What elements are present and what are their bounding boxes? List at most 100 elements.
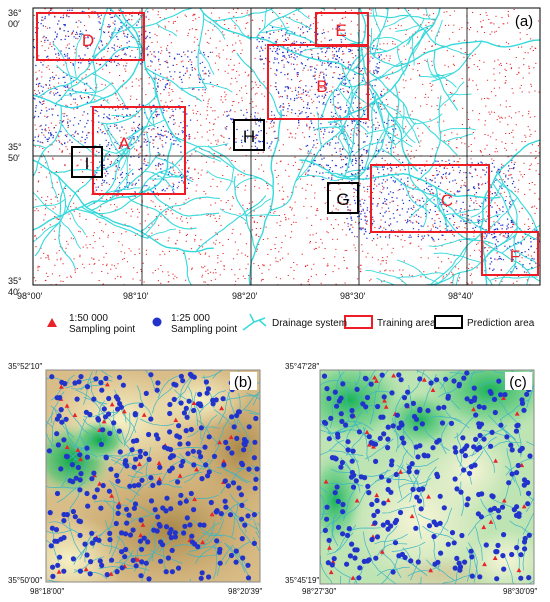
- sample-25k-point: [148, 498, 155, 504]
- sample-25k-point: [116, 374, 123, 380]
- sample-25k-point: [176, 423, 182, 429]
- sample-25k-point: [206, 469, 212, 475]
- sample-25k-point: [217, 546, 223, 552]
- sample-25k-point: [106, 395, 112, 402]
- sample-25k-point: [127, 532, 134, 538]
- blue-circle-icon: [152, 317, 162, 327]
- sample-50k-point: [391, 373, 396, 378]
- sample-25k-point: [154, 387, 160, 393]
- sample-25k-point: [454, 555, 460, 561]
- sample-25k-point: [469, 573, 475, 579]
- sample-25k-point: [410, 400, 416, 406]
- sample-50k-point: [481, 524, 487, 530]
- sample-25k-point: [163, 524, 170, 530]
- sample-25k-point: [77, 568, 83, 574]
- sample-25k-point: [357, 565, 363, 571]
- legend-50k-label-1: 1:50 000: [69, 313, 108, 324]
- sample-25k-point: [59, 379, 65, 385]
- sample-25k-point: [241, 447, 247, 453]
- sample-25k-point: [97, 558, 103, 564]
- sample-25k-point: [99, 562, 105, 568]
- sample-25k-point: [64, 454, 70, 460]
- sample-25k-point: [182, 523, 188, 529]
- sample-25k-point: [416, 498, 423, 504]
- sample-25k-point: [78, 471, 84, 477]
- sample-25k-point: [452, 565, 458, 571]
- sample-25k-point: [451, 540, 457, 546]
- sample-25k-point: [96, 537, 102, 543]
- sample-25k-point: [388, 462, 395, 468]
- black-rectangle-icon: [434, 315, 463, 329]
- sample-25k-point: [167, 410, 173, 417]
- sample-25k-point: [438, 550, 444, 556]
- sample-50k-point: [200, 539, 206, 545]
- prediction-area-H: [233, 119, 265, 151]
- sample-25k-point: [242, 522, 248, 528]
- sample-50k-point: [385, 497, 391, 503]
- sample-25k-point: [377, 435, 383, 441]
- sample-25k-point: [171, 396, 177, 402]
- sample-25k-point: [55, 562, 61, 568]
- sample-25k-point: [458, 489, 464, 495]
- sample-25k-point: [332, 389, 338, 395]
- sample-25k-point: [365, 483, 371, 489]
- sample-25k-point: [133, 563, 139, 569]
- panel-b-bottom-left-lon: 98°18′00″: [30, 587, 65, 596]
- sample-25k-point: [509, 447, 515, 453]
- sample-25k-point: [218, 511, 224, 517]
- sample-25k-point: [172, 530, 178, 536]
- area-label-D: D: [82, 31, 94, 50]
- sample-25k-point: [143, 390, 149, 396]
- sample-25k-point: [509, 471, 515, 477]
- sample-25k-point: [498, 392, 504, 398]
- sample-25k-point: [492, 409, 498, 416]
- sample-25k-point: [339, 418, 345, 424]
- sample-25k-point: [347, 553, 353, 559]
- area-label-A: A: [118, 134, 130, 153]
- sample-25k-point: [385, 526, 391, 532]
- sample-25k-point: [401, 395, 408, 401]
- sample-25k-point: [116, 428, 122, 434]
- sample-25k-point: [343, 422, 349, 428]
- sample-25k-point: [103, 454, 109, 460]
- sample-25k-point: [443, 376, 449, 382]
- lat-label-35-50-min: 50′: [8, 153, 20, 163]
- sample-25k-point: [457, 567, 463, 573]
- sample-25k-point: [389, 390, 395, 396]
- sample-25k-point: [521, 482, 527, 488]
- sample-25k-point: [151, 527, 157, 533]
- sample-25k-point: [178, 400, 184, 406]
- sample-25k-point: [183, 405, 189, 411]
- sample-25k-point: [54, 538, 60, 544]
- sample-25k-point: [345, 532, 351, 538]
- sample-25k-point: [386, 478, 392, 484]
- sample-25k-point: [77, 487, 83, 493]
- sample-25k-point: [252, 485, 258, 491]
- sample-25k-point: [132, 501, 139, 507]
- sample-25k-point: [366, 434, 372, 440]
- sample-25k-point: [452, 445, 458, 451]
- sample-25k-point: [373, 555, 379, 561]
- sample-50k-point: [501, 395, 506, 400]
- sample-25k-point: [61, 568, 67, 574]
- sample-25k-point: [72, 514, 78, 520]
- sample-25k-point: [321, 373, 328, 379]
- panel-b-bottom-left-lat: 35°50′00″: [8, 576, 43, 585]
- panel-c-bottom-left-lat: 35°45′19″: [285, 576, 320, 585]
- area-label-C: C: [441, 191, 453, 210]
- lon-label-98-20: 98°20′: [232, 291, 258, 301]
- sample-25k-point: [188, 490, 194, 497]
- sample-25k-point: [120, 382, 126, 388]
- sample-25k-point: [175, 479, 181, 485]
- sample-25k-point: [184, 414, 190, 420]
- sample-50k-point: [157, 476, 163, 482]
- sample-25k-point: [456, 560, 462, 566]
- sample-25k-point: [371, 512, 377, 518]
- sample-25k-point: [488, 443, 494, 449]
- sample-25k-point: [461, 467, 467, 473]
- sample-50k-point: [372, 375, 378, 380]
- sample-25k-point: [525, 501, 531, 507]
- sample-25k-point: [78, 374, 84, 380]
- legend-50k-label-2: Sampling point: [69, 324, 136, 335]
- sample-25k-point: [390, 569, 396, 575]
